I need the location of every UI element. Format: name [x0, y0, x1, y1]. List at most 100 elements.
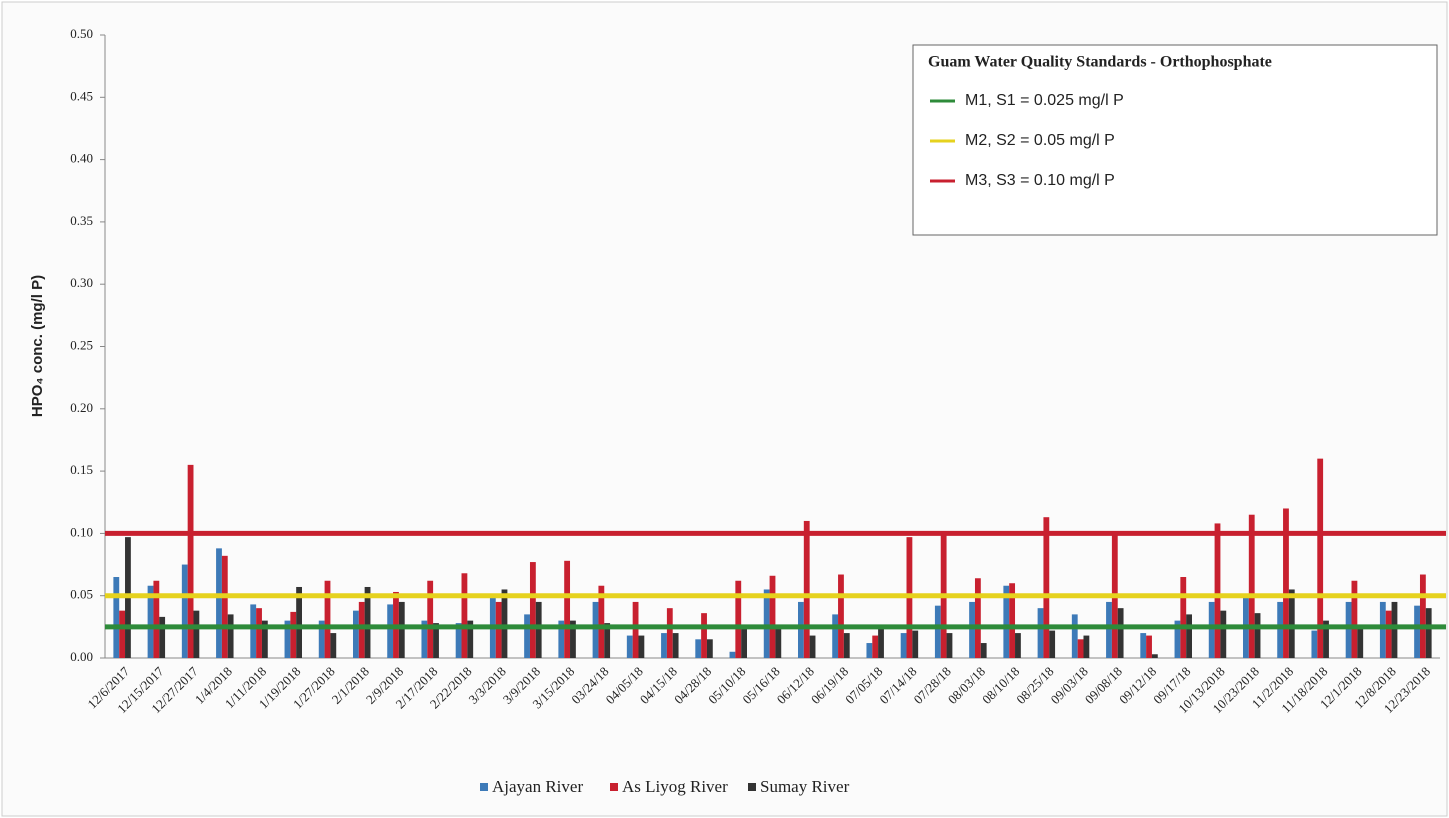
bar — [1391, 601, 1398, 658]
bar — [912, 630, 919, 658]
bar — [735, 580, 742, 658]
y-tick-label: 0.00 — [70, 649, 93, 664]
bar — [290, 611, 297, 658]
bar — [284, 620, 291, 658]
bar — [119, 610, 126, 658]
bar — [113, 577, 120, 658]
bar — [1077, 639, 1084, 658]
legend-label: M1, S1 = 0.025 mg/l P — [965, 92, 1124, 109]
y-tick-label: 0.35 — [70, 213, 93, 228]
bar — [626, 635, 633, 658]
bar — [701, 613, 707, 658]
bar — [535, 601, 542, 658]
bar — [832, 614, 839, 658]
bar — [878, 626, 884, 658]
bar — [467, 620, 474, 658]
y-tick-label: 0.30 — [70, 275, 93, 290]
bar — [261, 620, 268, 658]
bar — [598, 585, 605, 658]
y-tick-label: 0.15 — [70, 462, 93, 477]
bar — [1419, 574, 1426, 658]
bar — [661, 633, 667, 658]
y-tick-label: 0.50 — [70, 26, 93, 41]
legend-title: Guam Water Quality Standards - Orthophos… — [928, 54, 1272, 71]
legend-swatch — [480, 783, 488, 791]
bar — [798, 601, 804, 658]
bar — [1015, 633, 1021, 658]
bar — [934, 605, 941, 658]
bar — [524, 614, 530, 658]
bar — [364, 586, 371, 658]
legend-box — [912, 44, 1438, 236]
bar — [695, 639, 702, 658]
y-tick-label: 0.25 — [70, 337, 93, 352]
legend-swatch — [610, 783, 618, 791]
bar — [221, 555, 228, 658]
bar — [1214, 523, 1221, 658]
bar — [1180, 577, 1187, 658]
y-tick-label: 0.45 — [70, 88, 93, 103]
bar — [946, 633, 953, 658]
y-tick-label: 0.40 — [70, 151, 93, 166]
bar — [216, 548, 222, 658]
legend-label: Ajayan River — [492, 777, 583, 796]
bar — [153, 580, 160, 658]
bar — [769, 575, 776, 658]
bar — [398, 601, 405, 658]
legend-label: M3, S3 = 0.10 mg/l P — [965, 172, 1115, 189]
bar — [187, 464, 194, 658]
bar — [1283, 508, 1289, 658]
bar — [1345, 601, 1352, 658]
bar — [387, 604, 394, 658]
bar — [1117, 608, 1124, 658]
legend-swatch — [748, 783, 756, 791]
bar — [1140, 633, 1147, 658]
bar — [1003, 585, 1010, 658]
bar — [604, 623, 611, 658]
bar — [838, 574, 844, 658]
bar — [147, 585, 154, 658]
bar — [803, 520, 810, 658]
bar — [706, 639, 713, 658]
bar — [1037, 608, 1044, 658]
bar — [433, 623, 439, 658]
bar — [181, 564, 188, 658]
bar — [570, 620, 576, 658]
bar — [900, 633, 907, 658]
bar — [296, 586, 302, 658]
bar — [564, 560, 571, 658]
bar — [1208, 601, 1215, 658]
bar — [763, 589, 770, 658]
bar — [809, 635, 816, 658]
bar — [1146, 635, 1152, 658]
bar — [1357, 626, 1364, 658]
bar — [1151, 654, 1158, 658]
bar — [1323, 620, 1329, 658]
bar — [672, 633, 679, 658]
bar — [159, 616, 166, 658]
bar — [421, 620, 428, 658]
legend-label: M2, S2 = 0.05 mg/l P — [965, 132, 1115, 149]
y-tick-label: 0.20 — [70, 400, 93, 415]
bar — [729, 651, 736, 658]
bar — [1009, 583, 1016, 658]
bar — [1083, 635, 1090, 658]
bar — [501, 589, 508, 658]
bar — [775, 626, 782, 658]
bar — [1311, 630, 1318, 658]
bar — [980, 643, 987, 658]
bar — [330, 633, 337, 658]
bar — [529, 562, 536, 658]
y-tick-label: 0.05 — [70, 587, 93, 602]
bar — [1248, 514, 1255, 658]
bar — [872, 635, 879, 658]
bar — [1071, 614, 1078, 658]
bar — [1288, 589, 1295, 658]
bar — [1254, 613, 1261, 658]
bar — [1425, 608, 1432, 658]
bar — [1351, 580, 1358, 658]
bar — [495, 601, 502, 658]
bar — [1106, 601, 1112, 658]
bar — [1317, 458, 1324, 658]
